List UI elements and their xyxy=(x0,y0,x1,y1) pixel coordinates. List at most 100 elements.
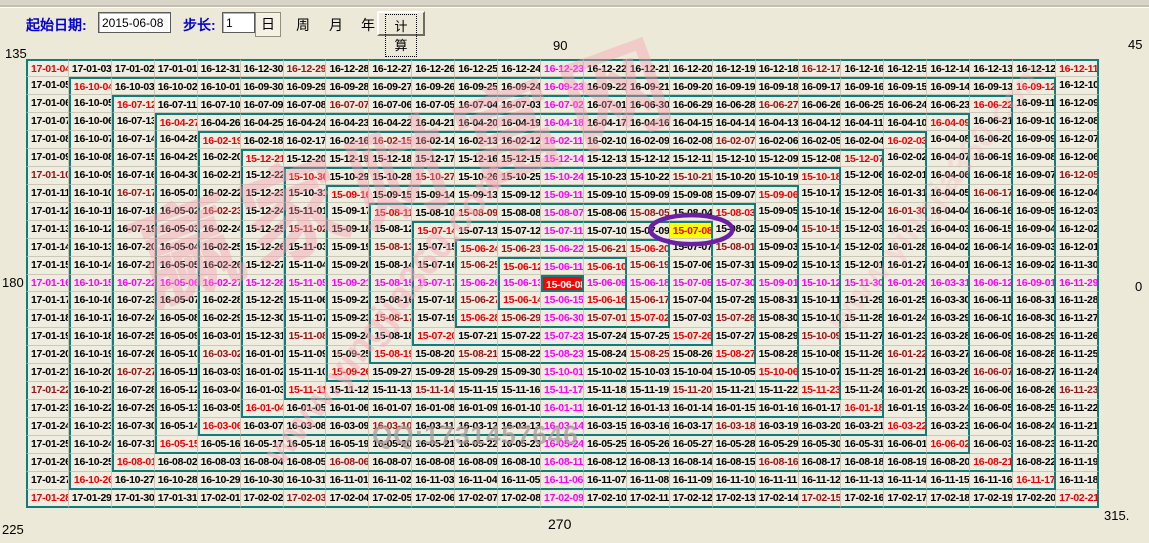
date-cell[interactable]: 15-08-05 xyxy=(626,202,670,221)
date-cell[interactable]: 15-12-16 xyxy=(455,148,499,167)
date-cell[interactable]: 16-08-15 xyxy=(712,454,756,473)
date-cell[interactable]: 16-11-05 xyxy=(498,472,542,491)
date-cell[interactable]: 16-02-07 xyxy=(712,130,756,149)
date-cell[interactable]: 16-02-13 xyxy=(455,130,499,149)
date-cell[interactable]: 16-06-09 xyxy=(970,328,1014,347)
date-cell[interactable]: 16-07-11 xyxy=(154,94,198,113)
date-cell[interactable]: 16-06-11 xyxy=(970,292,1014,311)
date-cell[interactable]: 16-11-21 xyxy=(1056,418,1099,437)
date-cell[interactable]: 15-07-24 xyxy=(583,328,627,347)
date-cell[interactable]: 16-02-26 xyxy=(197,256,241,275)
date-cell[interactable]: 16-02-06 xyxy=(755,130,799,149)
date-cell[interactable]: 15-10-03 xyxy=(626,364,670,383)
date-cell[interactable]: 16-07-26 xyxy=(111,346,155,365)
date-cell[interactable]: 15-10-26 xyxy=(455,166,499,185)
date-cell[interactable]: 16-08-08 xyxy=(412,454,456,473)
date-cell[interactable]: 15-10-27 xyxy=(412,166,456,185)
date-cell[interactable]: 15-07-21 xyxy=(455,328,499,347)
date-cell[interactable]: 15-08-15 xyxy=(369,274,413,293)
date-cell[interactable]: 16-03-21 xyxy=(841,418,885,437)
date-cell[interactable]: 16-11-24 xyxy=(1056,364,1099,383)
date-cell[interactable]: 15-10-13 xyxy=(798,256,842,275)
date-cell[interactable]: 16-01-01 xyxy=(240,346,284,365)
date-cell[interactable]: 16-06-14 xyxy=(970,238,1014,257)
date-cell[interactable]: 16-12-19 xyxy=(712,59,756,77)
date-cell[interactable]: 16-06-21 xyxy=(970,112,1014,131)
date-cell[interactable]: 15-09-10 xyxy=(583,184,627,203)
date-cell[interactable]: 15-09-17 xyxy=(326,202,370,221)
date-cell[interactable]: 17-02-11 xyxy=(626,490,670,508)
date-cell[interactable]: 15-08-04 xyxy=(669,202,713,221)
date-cell[interactable]: 16-02-14 xyxy=(412,130,456,149)
date-cell[interactable]: 15-12-12 xyxy=(626,148,670,167)
date-cell[interactable]: 16-05-03 xyxy=(154,220,198,239)
date-cell[interactable]: 16-03-30 xyxy=(927,292,971,311)
date-cell[interactable]: 16-10-28 xyxy=(154,472,198,491)
date-cell[interactable]: 16-08-12 xyxy=(583,454,627,473)
date-cell[interactable]: 15-10-20 xyxy=(712,166,756,185)
calculate-button[interactable]: 计算 xyxy=(377,11,425,57)
date-cell[interactable]: 17-01-08 xyxy=(26,130,69,149)
date-cell[interactable]: 16-03-15 xyxy=(583,418,627,437)
date-cell[interactable]: 16-06-03 xyxy=(970,436,1014,455)
date-cell[interactable]: 15-07-23 xyxy=(541,328,584,347)
date-cell[interactable]: 17-01-18 xyxy=(26,310,69,329)
date-cell[interactable]: 16-06-28 xyxy=(712,94,756,113)
date-cell[interactable]: 17-02-04 xyxy=(326,490,370,508)
date-cell[interactable]: 16-07-12 xyxy=(111,94,155,113)
date-cell[interactable]: 16-04-24 xyxy=(283,112,327,131)
date-cell[interactable]: 17-01-03 xyxy=(68,59,112,77)
date-cell[interactable]: 16-03-25 xyxy=(927,382,971,401)
date-cell[interactable]: 17-02-15 xyxy=(798,490,842,508)
date-cell[interactable]: 15-10-14 xyxy=(798,238,842,257)
date-cell[interactable]: 16-04-19 xyxy=(498,112,542,131)
date-cell[interactable]: 16-02-25 xyxy=(197,238,241,257)
date-cell[interactable]: 16-09-23 xyxy=(541,76,584,95)
date-cell[interactable]: 16-07-01 xyxy=(583,94,627,113)
date-cell[interactable]: 16-11-11 xyxy=(755,472,799,491)
date-cell[interactable]: 16-08-17 xyxy=(798,454,842,473)
date-cell[interactable]: 15-12-28 xyxy=(240,274,284,293)
date-cell[interactable]: 16-01-23 xyxy=(884,328,928,347)
date-cell[interactable]: 16-03-23 xyxy=(927,418,971,437)
date-cell[interactable]: 16-10-13 xyxy=(68,238,112,257)
date-cell[interactable]: 15-09-12 xyxy=(498,184,542,203)
date-cell[interactable]: 17-01-15 xyxy=(26,256,69,275)
date-cell[interactable]: 16-12-12 xyxy=(1013,59,1057,77)
date-cell[interactable]: 16-07-20 xyxy=(111,238,155,257)
date-cell[interactable]: 16-07-08 xyxy=(283,94,327,113)
unit-option-day[interactable]: 日 xyxy=(255,12,281,37)
date-cell[interactable]: 15-12-20 xyxy=(283,148,327,167)
date-cell[interactable]: 16-02-23 xyxy=(197,202,241,221)
date-cell[interactable]: 16-04-20 xyxy=(455,112,499,131)
date-cell[interactable]: 15-12-04 xyxy=(841,202,885,221)
date-cell[interactable]: 15-10-18 xyxy=(798,166,842,185)
date-cell[interactable]: 16-01-31 xyxy=(884,184,928,203)
date-cell[interactable]: 16-06-27 xyxy=(755,94,799,113)
date-cell[interactable]: 15-09-29 xyxy=(455,364,499,383)
date-cell[interactable]: 15-11-08 xyxy=(283,328,327,347)
date-cell[interactable]: 16-04-30 xyxy=(154,166,198,185)
date-cell[interactable]: 15-06-12 xyxy=(498,256,542,275)
date-cell[interactable]: 16-09-13 xyxy=(970,76,1014,95)
date-cell[interactable]: 15-06-17 xyxy=(626,292,670,311)
date-cell[interactable]: 15-10-28 xyxy=(369,166,413,185)
date-cell[interactable]: 15-08-21 xyxy=(455,346,499,365)
date-cell[interactable]: 15-09-21 xyxy=(326,274,370,293)
date-cell[interactable]: 16-02-27 xyxy=(197,274,241,293)
date-cell[interactable]: 16-07-13 xyxy=(111,112,155,131)
date-cell[interactable]: 16-11-28 xyxy=(1056,292,1099,311)
date-cell[interactable]: 15-11-20 xyxy=(669,382,713,401)
date-cell[interactable]: 16-03-10 xyxy=(369,418,413,437)
date-cell[interactable]: 16-03-11 xyxy=(412,418,456,437)
date-cell[interactable]: 16-01-12 xyxy=(583,400,627,419)
date-cell[interactable]: 17-01-27 xyxy=(26,472,69,491)
date-cell[interactable]: 15-10-24 xyxy=(541,166,584,185)
date-cell[interactable]: 16-07-30 xyxy=(111,418,155,437)
date-cell[interactable]: 16-05-27 xyxy=(669,436,713,455)
date-cell[interactable]: 16-12-10 xyxy=(1056,76,1099,95)
date-cell[interactable]: 16-11-04 xyxy=(455,472,499,491)
date-cell[interactable]: 16-04-13 xyxy=(755,112,799,131)
date-cell[interactable]: 17-01-14 xyxy=(26,238,69,257)
date-cell[interactable]: 15-08-11 xyxy=(369,202,413,221)
